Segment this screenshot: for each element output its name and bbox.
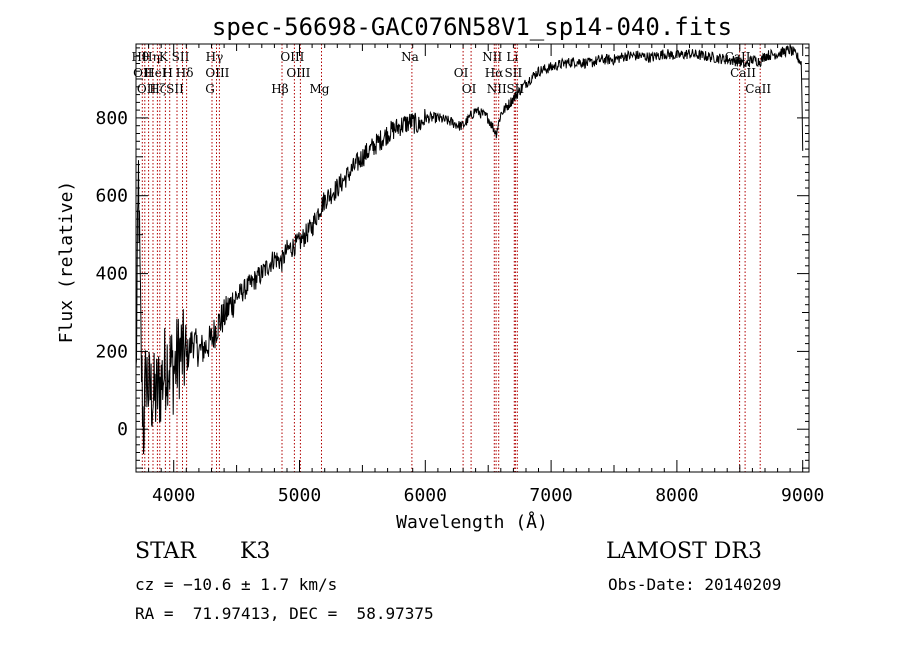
spectral-line-label: Mg [310, 82, 330, 96]
y-tick-label: 600 [95, 186, 128, 207]
spectral-line-label: CaII [745, 82, 771, 96]
plot-area: HθOIIOIIHηHeIHζKHSIISIIHδGHγOIIIHβOIIIOI… [95, 43, 824, 506]
redshift-cz: cz = −10.6 ± 1.7 km/s [135, 575, 338, 594]
spectral-line-label: Hβ [271, 82, 288, 96]
spectral-line-label: NII [487, 82, 507, 96]
y-tick-label: 0 [117, 419, 128, 440]
spectral-line-label: Na [401, 50, 419, 64]
spectral-line-label: Hη [142, 50, 160, 64]
spectral-line-label: OII [137, 82, 157, 96]
x-tick-label: 9000 [781, 485, 824, 506]
spectrum-line [135, 44, 804, 455]
spectral-line-label: Hζ [149, 82, 166, 96]
spectral-line-label: OIII [280, 50, 304, 64]
spectral-line-label: OIII [205, 66, 229, 80]
spectral-line-label: Hγ [206, 50, 224, 64]
spectral-line-label: CaII [730, 66, 756, 80]
spectral-line-label: SII [172, 50, 190, 64]
y-tick-label: 400 [95, 264, 128, 285]
spectral-line-label: OI [454, 66, 469, 80]
ra-dec: RA = 71.97413, DEC = 58.97375 [135, 604, 434, 623]
spectral-line-label: HeI [144, 66, 167, 80]
object-class: STAR [135, 539, 196, 564]
spectral-line-label: H [162, 66, 172, 80]
spectral-line-label: K [159, 50, 169, 64]
x-axis-label: Wavelength (Å) [396, 511, 548, 533]
obs-date: Obs-Date: 20140209 [608, 575, 782, 594]
x-tick-label: 7000 [529, 485, 572, 506]
spectral-line-label: G [205, 82, 215, 96]
x-tick-label: 5000 [278, 485, 321, 506]
x-tick-label: 6000 [404, 485, 447, 506]
x-tick-label: 8000 [655, 485, 698, 506]
spectral-line-label: Hα [485, 66, 504, 80]
spectral-line-label: Li [506, 50, 518, 64]
y-axis-label: Flux (relative) [56, 181, 77, 344]
y-tick-label: 800 [95, 108, 128, 129]
spectral-line-label: SII [505, 66, 523, 80]
spectral-line-label: SII [166, 82, 184, 96]
spectral-line-label: OIII [286, 66, 310, 80]
spectral-line-label: Hδ [176, 66, 194, 80]
chart-title: spec-56698-GAC076N58V1_sp14-040.fits [212, 13, 732, 41]
spectral-line-label: NII [482, 50, 502, 64]
x-tick-label: 4000 [152, 485, 195, 506]
plot-frame [135, 43, 810, 473]
spectral-line-label: OI [462, 82, 477, 96]
object-subclass: K3 [240, 539, 271, 564]
survey-name: LAMOST DR3 [606, 539, 762, 564]
spectral-line-label: OII [133, 66, 153, 80]
y-tick-label: 200 [95, 341, 128, 362]
